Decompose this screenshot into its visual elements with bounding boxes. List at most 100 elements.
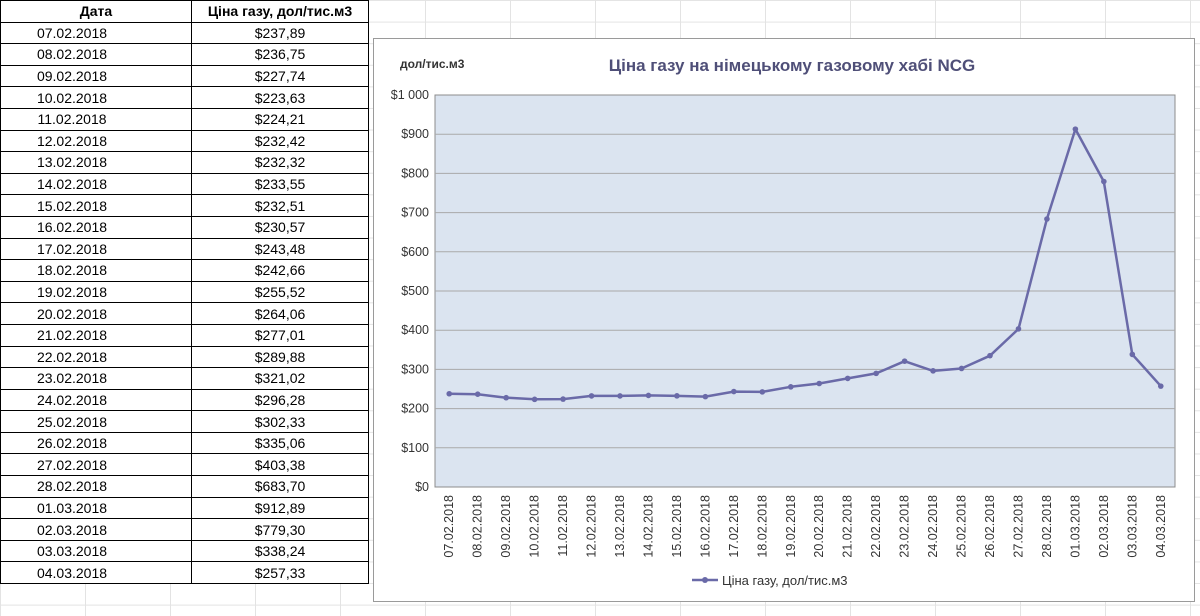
data-point[interactable]: [1044, 216, 1050, 222]
data-point[interactable]: [816, 380, 823, 387]
date-cell[interactable]: 26.02.2018: [0, 431, 192, 455]
data-point[interactable]: [1101, 178, 1107, 185]
price-cell[interactable]: $321,02: [191, 367, 369, 390]
line-chart: дол/тис.м3 Ціна газу на німецькому газов…: [391, 56, 1176, 588]
data-point[interactable]: [503, 394, 509, 401]
date-cell[interactable]: 18.02.2018: [0, 259, 192, 282]
x-tick-label: 04.03.2018: [1154, 495, 1168, 558]
price-cell[interactable]: $338,24: [191, 539, 369, 563]
chart-area[interactable]: дол/тис.м3 Ціна газу на німецькому газов…: [373, 38, 1195, 602]
date-cell[interactable]: 24.02.2018: [0, 388, 192, 412]
date-cell[interactable]: 10.02.2018: [0, 86, 192, 109]
date-cell[interactable]: 13.02.2018: [0, 151, 192, 174]
date-cell[interactable]: 15.02.2018: [0, 194, 192, 217]
price-cell[interactable]: $335,06: [191, 431, 369, 455]
price-cell[interactable]: $255,52: [191, 280, 369, 304]
date-cell[interactable]: 07.02.2018: [0, 21, 192, 45]
price-cell[interactable]: $243,48: [191, 237, 369, 261]
data-point[interactable]: [787, 384, 794, 390]
data-point[interactable]: [1015, 326, 1022, 332]
y-tick-label: $100: [401, 441, 429, 455]
price-cell[interactable]: $224,21: [191, 107, 369, 131]
date-cell[interactable]: 21.02.2018: [0, 323, 192, 347]
data-point[interactable]: [474, 391, 481, 397]
date-cell[interactable]: 20.02.2018: [0, 302, 192, 325]
data-point[interactable]: [844, 375, 851, 382]
price-cell[interactable]: $232,32: [191, 151, 369, 174]
table-row: 27.02.2018 $403,38: [0, 453, 369, 477]
data-point[interactable]: [531, 396, 538, 403]
y-tick-label: $800: [401, 166, 429, 180]
price-cell[interactable]: $223,63: [191, 86, 369, 109]
date-cell[interactable]: 04.03.2018: [0, 561, 192, 585]
column-header-price[interactable]: Ціна газу, дол/тис.м3: [191, 0, 369, 23]
date-cell[interactable]: 27.02.2018: [0, 453, 192, 477]
date-cell-text: 07.02.2018: [36, 24, 108, 41]
x-tick-label: 13.02.2018: [613, 495, 627, 558]
price-cell[interactable]: $296,28: [191, 388, 369, 412]
series-line: [449, 127, 1162, 401]
data-point[interactable]: [617, 393, 623, 399]
price-cell[interactable]: $302,33: [191, 410, 369, 433]
table-row: 24.02.2018 $296,28: [0, 388, 369, 412]
price-cell[interactable]: $683,70: [191, 475, 369, 498]
column-header-date[interactable]: Дата: [0, 0, 192, 23]
date-cell[interactable]: 19.02.2018: [0, 280, 192, 304]
price-cell[interactable]: $264,06: [191, 302, 369, 325]
data-point[interactable]: [674, 393, 680, 399]
price-cell[interactable]: $230,57: [191, 215, 369, 239]
price-cell[interactable]: $233,55: [191, 172, 369, 196]
data-point[interactable]: [958, 365, 965, 372]
data-point[interactable]: [560, 396, 566, 402]
x-tick-label: 15.02.2018: [670, 495, 684, 558]
table-row: 16.02.2018 $230,57: [0, 215, 369, 239]
x-tick-label: 18.02.2018: [755, 495, 769, 558]
date-cell[interactable]: 23.02.2018: [0, 367, 192, 390]
price-cell[interactable]: $236,75: [191, 43, 369, 66]
data-point[interactable]: [873, 370, 879, 377]
data-point[interactable]: [1072, 126, 1079, 132]
data-point[interactable]: [987, 352, 993, 359]
data-point[interactable]: [930, 368, 936, 374]
price-cell[interactable]: $257,33: [191, 561, 369, 585]
price-cell[interactable]: $227,74: [191, 64, 369, 88]
date-cell[interactable]: 14.02.2018: [0, 172, 192, 196]
price-cell[interactable]: $232,42: [191, 129, 369, 153]
data-point[interactable]: [588, 393, 595, 399]
data-point[interactable]: [1157, 383, 1164, 389]
date-cell[interactable]: 17.02.2018: [0, 237, 192, 261]
data-point[interactable]: [731, 388, 737, 395]
price-cell[interactable]: $232,51: [191, 194, 369, 217]
price-cell[interactable]: $289,88: [191, 345, 369, 369]
date-cell[interactable]: 28.02.2018: [0, 475, 192, 498]
date-cell[interactable]: 11.02.2018: [0, 107, 192, 131]
date-cell-text: 23.02.2018: [36, 370, 108, 387]
data-point[interactable]: [702, 393, 709, 400]
price-cell[interactable]: $403,38: [191, 453, 369, 477]
date-cell[interactable]: 02.03.2018: [0, 518, 192, 541]
data-point[interactable]: [1129, 351, 1136, 358]
x-tick-label: 22.02.2018: [869, 495, 883, 558]
price-cell[interactable]: $912,89: [191, 496, 369, 520]
date-cell[interactable]: 09.02.2018: [0, 64, 192, 88]
price-cell[interactable]: $242,66: [191, 259, 369, 282]
table-row: 11.02.2018 $224,21: [0, 107, 369, 131]
data-point[interactable]: [645, 392, 652, 399]
x-tick-label: 12.02.2018: [585, 495, 599, 558]
date-cell[interactable]: 22.02.2018: [0, 345, 192, 369]
x-tick-label: 26.02.2018: [983, 495, 997, 558]
date-cell[interactable]: 08.02.2018: [0, 43, 192, 66]
date-cell[interactable]: 25.02.2018: [0, 410, 192, 433]
chart-title: Ціна газу на німецькому газовому хабі NC…: [609, 56, 976, 75]
data-point[interactable]: [901, 358, 908, 364]
date-cell[interactable]: 12.02.2018: [0, 129, 192, 153]
data-point[interactable]: [446, 390, 453, 397]
price-cell[interactable]: $277,01: [191, 323, 369, 347]
date-cell[interactable]: 16.02.2018: [0, 215, 192, 239]
price-cell[interactable]: $779,30: [191, 518, 369, 541]
date-cell-text: 03.03.2018: [36, 543, 108, 560]
date-cell[interactable]: 01.03.2018: [0, 496, 192, 520]
date-cell[interactable]: 03.03.2018: [0, 539, 192, 563]
data-point[interactable]: [759, 389, 766, 395]
price-cell[interactable]: $237,89: [191, 21, 369, 45]
